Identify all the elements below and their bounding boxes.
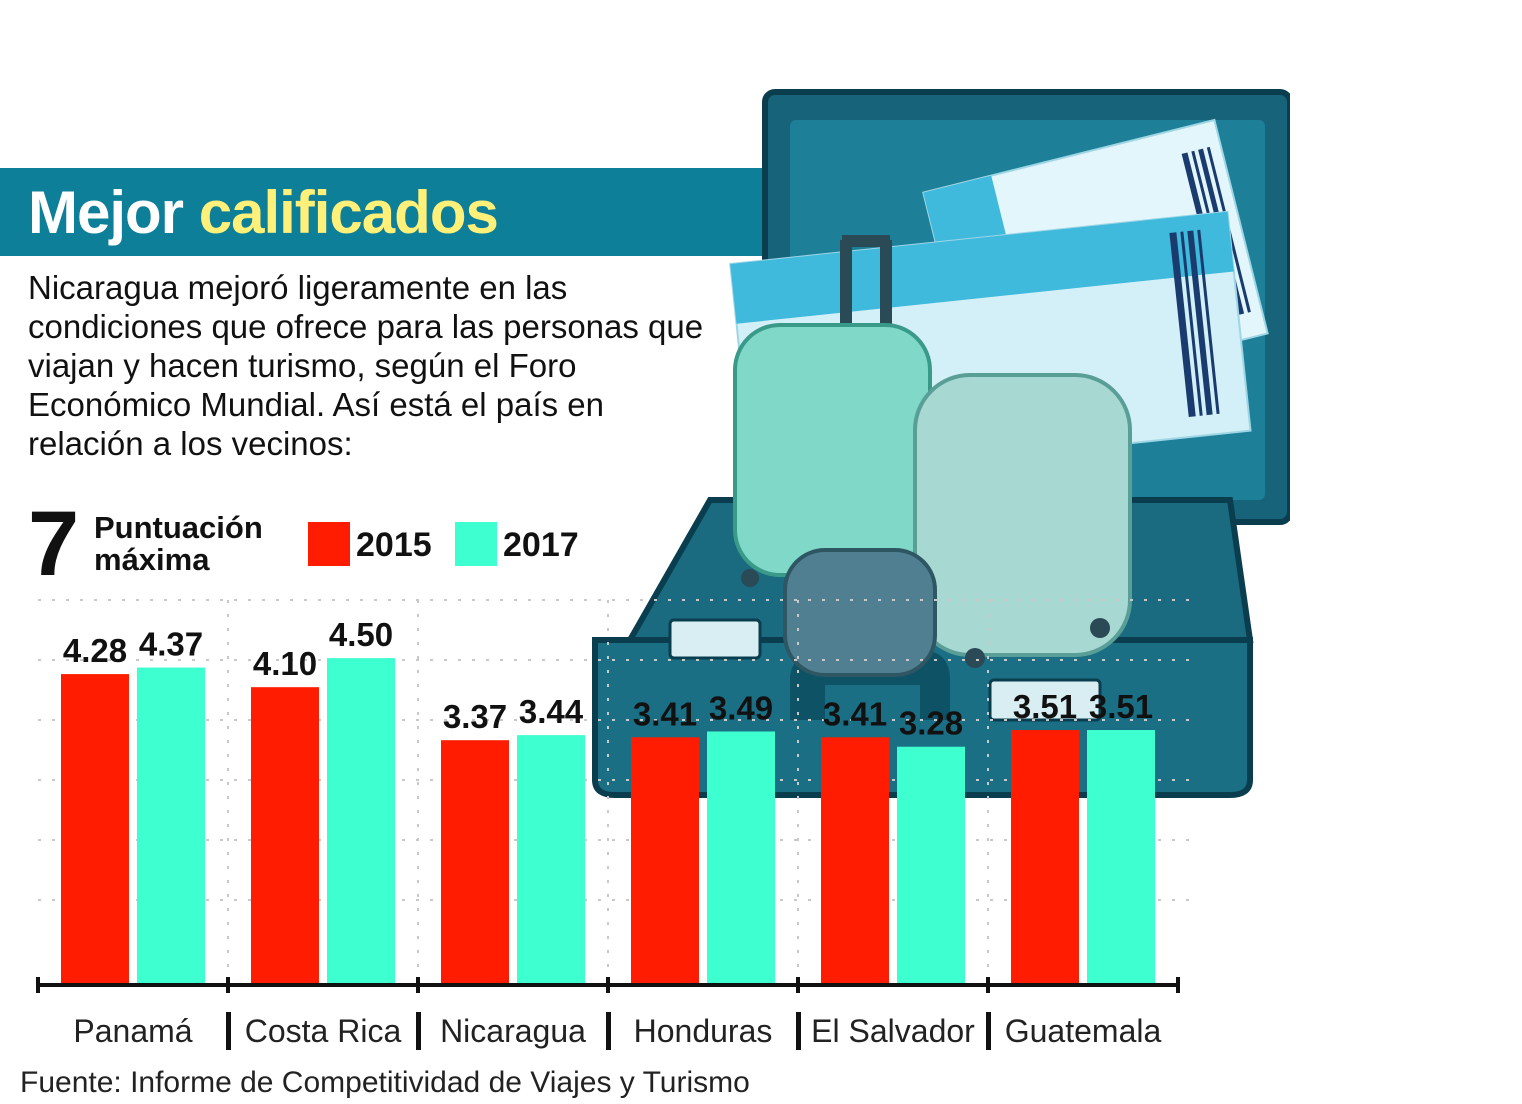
bar-2015-2: [441, 740, 509, 985]
title-word-1: Mejor: [28, 179, 184, 246]
category-divider-3: [606, 1012, 611, 1050]
page-title: Mejor calificados: [28, 178, 499, 248]
category-label-3: Honduras: [634, 1013, 773, 1049]
value-label-2017-0: 4.37: [139, 626, 203, 663]
title-band: [0, 168, 770, 256]
bar-2015-4: [821, 737, 889, 985]
value-label-2017-2: 3.44: [519, 693, 584, 730]
bar-2017-2: [517, 735, 585, 985]
value-label-2015-3: 3.41: [633, 695, 697, 732]
category-divider-5: [986, 1012, 991, 1050]
legend-label-2015: 2015: [356, 526, 432, 564]
legend-swatch-2015: [308, 522, 350, 566]
legend-label-2017: 2017: [503, 526, 579, 564]
category-divider-2: [416, 1012, 421, 1050]
bar-2015-1: [251, 687, 319, 985]
bar-2017-3: [707, 731, 775, 985]
value-label-2015-4: 3.41: [823, 695, 887, 732]
category-divider-4: [796, 1012, 801, 1050]
briefcase-with-luggage-and-tickets-icon: [592, 89, 1290, 798]
bar-2015-0: [61, 674, 129, 985]
legend-swatch-2017: [455, 522, 497, 566]
intro-text: Nicaragua mejoró ligeramente en las cond…: [28, 269, 704, 462]
title-word-2: calificados: [198, 179, 499, 246]
category-label-4: El Salvador: [811, 1013, 975, 1049]
value-label-2015-1: 4.10: [253, 645, 317, 682]
value-label-2017-3: 3.49: [709, 689, 773, 726]
category-divider-1: [226, 1012, 231, 1050]
bar-2015-3: [631, 737, 699, 985]
bar-2017-0: [137, 667, 205, 985]
bar-2017-1: [327, 658, 395, 985]
max-score-label: Puntuación máxima: [94, 510, 263, 577]
category-label-0: Panamá: [73, 1013, 192, 1049]
bar-2015-5: [1011, 730, 1079, 985]
category-label-5: Guatemala: [1005, 1013, 1162, 1049]
source-note: Fuente: Informe de Competitividad de Via…: [20, 1066, 750, 1099]
value-label-2017-1: 4.50: [329, 616, 393, 653]
max-score-value: 7: [28, 493, 80, 595]
value-label-2017-5: 3.51: [1089, 688, 1153, 725]
value-label-2015-0: 4.28: [63, 632, 127, 669]
category-label-1: Costa Rica: [245, 1013, 402, 1049]
value-label-2017-4: 3.28: [899, 705, 963, 742]
value-label-2015-5: 3.51: [1013, 688, 1077, 725]
bar-2017-4: [897, 746, 965, 985]
category-label-2: Nicaragua: [440, 1013, 586, 1049]
value-label-2015-2: 3.37: [443, 698, 507, 735]
bar-2017-5: [1087, 730, 1155, 985]
